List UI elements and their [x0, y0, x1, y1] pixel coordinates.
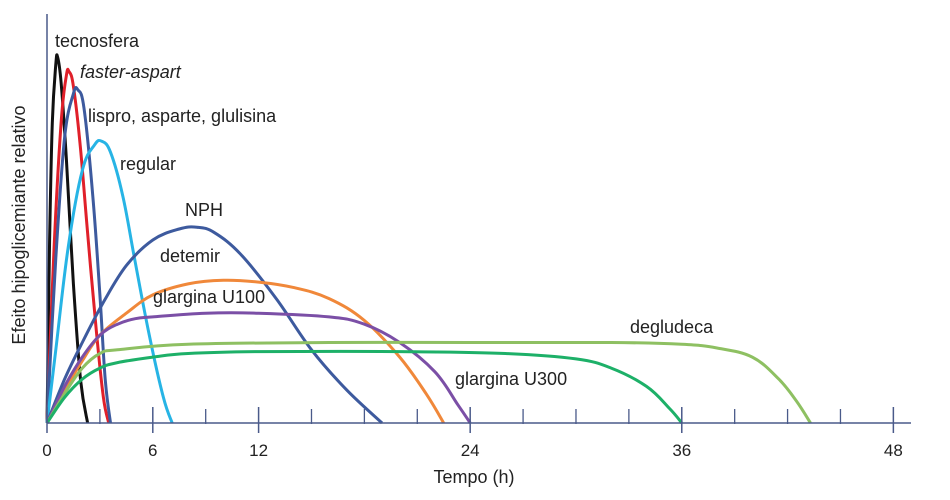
x-tick-label-6: 6 [148, 441, 157, 460]
curve-detemir [45, 278, 445, 424]
label-nph: NPH [185, 200, 223, 220]
label-regular: regular [120, 154, 176, 174]
label-glargina-u300: glargina U300 [455, 369, 567, 389]
label-tecnosfera: tecnosfera [55, 31, 140, 51]
x-tick-label-48: 48 [884, 441, 903, 460]
x-tick-label-36: 36 [672, 441, 691, 460]
label-detemir: detemir [160, 246, 220, 266]
x-tick-label-12: 12 [249, 441, 268, 460]
curve-tecnosfera [45, 53, 90, 424]
x-axis-title: Tempo (h) [433, 467, 514, 487]
curve-regular [45, 138, 174, 424]
x-ticks: 0 6 12 24 36 48 [42, 407, 903, 460]
x-tick-label-24: 24 [461, 441, 480, 460]
curve-nph [45, 225, 384, 425]
axes-layer [46, 14, 911, 424]
label-glargina-u100: glargina U100 [153, 287, 265, 307]
curve-degludeca [45, 340, 812, 424]
x-tick-label-0: 0 [42, 441, 51, 460]
curve-glargina-u100 [45, 311, 472, 424]
curve-glargina-u300 [45, 349, 683, 424]
label-faster-aspart: faster-aspart [80, 62, 182, 82]
curve-lispro-asparte-glulisina [45, 86, 112, 424]
y-axis-title: Efeito hipoglicemiante relativo [9, 105, 29, 344]
curves-layer [45, 53, 812, 425]
label-lispro-asparte-glulisina: lispro, asparte, glulisina [88, 106, 277, 126]
series-labels: tecnosfera faster-aspart lispro, asparte… [55, 31, 714, 389]
label-degludeca: degludeca [630, 317, 714, 337]
